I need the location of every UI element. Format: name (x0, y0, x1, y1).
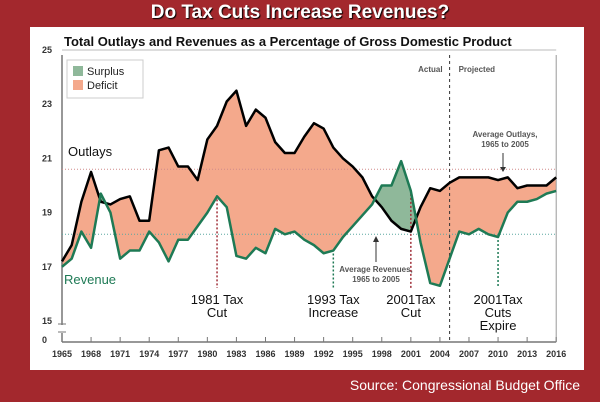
main-title: Do Tax Cuts Increase Revenues? (150, 2, 450, 23)
y-tick-label: 17 (42, 262, 52, 272)
annotation-label: Increase (308, 305, 358, 320)
arrow-head (373, 236, 379, 242)
average-outlays-label: 1965 to 2005 (481, 140, 529, 149)
x-tick-label: 1986 (255, 349, 275, 359)
annotation-label: 2001Tax (473, 292, 523, 307)
x-tick-label: 2010 (488, 349, 508, 359)
outlays-line (60, 89, 557, 263)
x-tick-label: 1974 (139, 349, 159, 359)
legend-label: Deficit (87, 80, 118, 92)
x-tick-label: 1977 (168, 349, 188, 359)
legend-label: Surplus (87, 66, 125, 78)
x-tick-label: 2016 (546, 349, 566, 359)
projected-label: Projected (459, 65, 496, 74)
y-tick-label: 15 (42, 316, 52, 326)
annotation-label: Cut (401, 305, 422, 320)
x-tick-label: 2004 (430, 349, 450, 359)
annotation-label: Cut (207, 305, 228, 320)
y-tick-label: 21 (42, 153, 52, 163)
annotation-label: 1993 Tax (307, 292, 360, 307)
actual-label: Actual (418, 65, 442, 74)
annotation-label: Expire (480, 318, 517, 333)
y-tick-label: 25 (42, 45, 52, 55)
x-tick-label: 1965 (52, 349, 72, 359)
average-revenues-label: 1965 to 2005 (352, 275, 400, 284)
average-outlays-label: Average Outlays, (472, 130, 537, 139)
x-tick-label: 1998 (372, 349, 392, 359)
chart-title: Total Outlays and Revenues as a Percenta… (64, 34, 512, 49)
average-revenues-label: Average Revenues, (339, 265, 413, 274)
x-tick-label: 1995 (343, 349, 363, 359)
x-tick-label: 2001 (401, 349, 421, 359)
y-tick-label: 23 (42, 99, 52, 109)
legend-swatch (73, 66, 83, 76)
legend-swatch (73, 80, 83, 90)
x-tick-label: 1989 (285, 349, 305, 359)
y-tick-label: 19 (42, 208, 52, 218)
annotation-label: 2001Tax (386, 292, 436, 307)
outlays-label: Outlays (68, 144, 113, 159)
x-tick-label: 1980 (197, 349, 217, 359)
x-tick-label: 2007 (459, 349, 479, 359)
x-tick-label: 1992 (314, 349, 334, 359)
deficit-area (62, 90, 557, 286)
x-tick-label: 2013 (517, 349, 537, 359)
arrow-head (500, 167, 506, 172)
x-tick-label: 1983 (226, 349, 246, 359)
y-tick-label: 0 (42, 335, 47, 345)
x-tick-label: 1968 (81, 349, 101, 359)
x-tick-label: 1971 (110, 349, 130, 359)
annotation-label: Cuts (485, 305, 512, 320)
revenue-label: Revenue (64, 272, 116, 287)
revenue-line (61, 159, 557, 288)
source-note: Source: Congressional Budget Office (349, 377, 580, 393)
annotation-label: 1981 Tax (191, 292, 244, 307)
